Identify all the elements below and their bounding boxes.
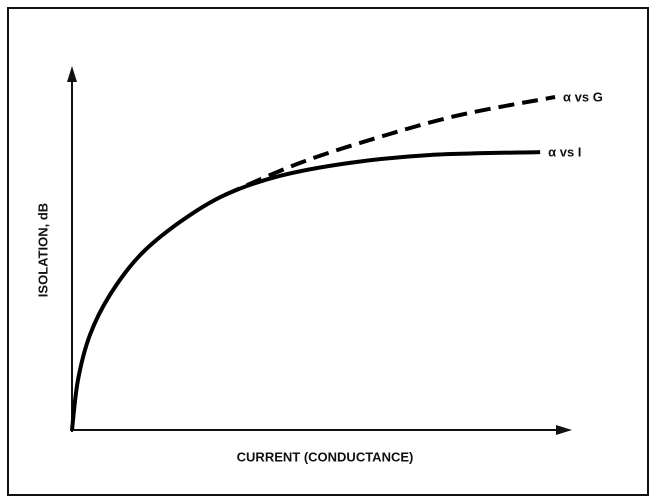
y-axis-label: ISOLATION, dB (35, 203, 50, 297)
legend-label: α vs G (563, 89, 603, 104)
series-line (70, 150, 541, 431)
y-arrow (67, 66, 77, 82)
legend-label: α vs I (548, 145, 581, 160)
x-axis-label: CURRENT (CONDUCTANCE) (237, 449, 414, 464)
series-line (224, 95, 556, 197)
x-arrow (556, 425, 572, 435)
frame (7, 7, 649, 496)
